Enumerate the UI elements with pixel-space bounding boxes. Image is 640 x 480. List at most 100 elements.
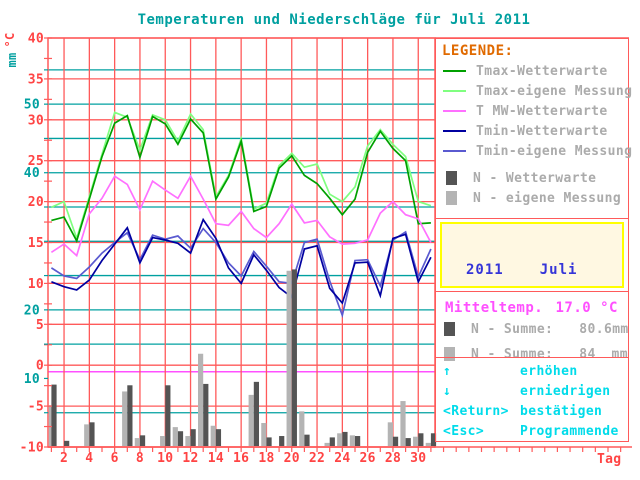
precip-bar-ww — [405, 438, 411, 446]
precip-bar-own — [122, 391, 128, 446]
help-row[interactable]: <Return> bestätigen — [443, 404, 628, 424]
mean-temperature-label: Mitteltemp. — [445, 300, 544, 316]
mm-axis-label: 50 — [24, 98, 40, 113]
precip-bar-ww — [203, 383, 209, 446]
precip-bar-own — [134, 438, 140, 446]
day-axis-label: 10 — [157, 451, 173, 466]
day-axis-label: 2 — [60, 451, 68, 466]
help-action-label: Programmende — [520, 424, 619, 439]
year-value[interactable]: 2011 — [466, 262, 504, 278]
help-row[interactable]: ↑ erhöhen — [443, 364, 628, 384]
precip-bar-own — [198, 353, 204, 446]
day-axis-label: 16 — [233, 451, 249, 466]
help-rows: ↑ erhöhen ↓ erniedrigen <Return> bestätigen <E… — [436, 364, 628, 444]
precip-bar-own — [337, 433, 343, 446]
precip-bar-own — [185, 436, 191, 446]
day-axis-label: 4 — [85, 451, 93, 466]
precip-bar-ww — [304, 434, 310, 446]
legend-item: T MW-Wetterwarte — [443, 101, 628, 121]
x-axis-title: Tag — [597, 452, 621, 467]
legend-line-swatch — [443, 150, 466, 152]
precip-bar-ww — [51, 384, 57, 446]
precip-bar-ww — [329, 437, 335, 446]
day-axis-label: 14 — [208, 451, 224, 466]
precip-bar-own — [349, 435, 355, 446]
mm-unit-label: mm — [5, 52, 19, 67]
precip-bar-ww — [253, 381, 259, 446]
day-axis-label: 28 — [385, 451, 401, 466]
precip-sum-value: 80.6 — [579, 321, 613, 337]
precip-sum-unit: mm — [612, 321, 629, 337]
legend-line-swatch — [443, 110, 466, 112]
precip-sum-row: N - Summe: 80.6 mm — [441, 317, 628, 341]
month-value[interactable]: Juli — [539, 262, 578, 278]
precip-bar-own — [387, 422, 393, 446]
line-series-0 — [51, 114, 431, 244]
precip-sum-swatch — [444, 322, 455, 336]
precip-bar-own — [84, 424, 90, 446]
precip-sum-swatch — [444, 347, 455, 361]
day-axis-label: 20 — [284, 451, 300, 466]
legend-item: N - Wetterwarte — [443, 168, 628, 188]
mean-temperature-row: Mitteltemp. 17.0 °C — [436, 292, 628, 316]
day-axis-label: 8 — [136, 451, 144, 466]
precip-bar-own — [425, 442, 431, 446]
help-key[interactable]: ↑ — [443, 364, 452, 379]
precip-bar-ww — [190, 429, 196, 446]
precip-bar-own — [413, 436, 419, 446]
precip-bar-ww — [127, 385, 133, 446]
help-action-label: bestätigen — [520, 404, 603, 419]
legend-heading: LEGENDE: — [442, 43, 514, 59]
legend-item: Tmin-Wetterwarte — [443, 121, 628, 141]
day-axis-label: 30 — [410, 451, 426, 466]
line-series-1 — [51, 111, 432, 242]
day-axis-label: 18 — [258, 451, 274, 466]
temp-axis-label: 5 — [36, 318, 44, 333]
legend-item: Tmin-eigene Messung — [443, 141, 632, 161]
year-month-selector[interactable]: 2011 Juli — [440, 222, 624, 288]
help-key[interactable]: <Return> — [443, 404, 509, 419]
legend-item-label: N - Wetterwarte — [473, 170, 597, 186]
precip-bar-own — [210, 425, 216, 446]
precip-bar-own — [48, 405, 54, 446]
precip-sum-label: N - Summe: — [471, 321, 554, 337]
mm-axis-label: 20 — [24, 303, 40, 318]
precip-bar-own — [248, 394, 254, 446]
temp-axis-label: 40 — [28, 32, 44, 47]
line-series-4 — [50, 227, 432, 319]
line-series-2 — [50, 174, 432, 258]
precip-bar-ww — [165, 385, 171, 446]
help-key[interactable]: ↓ — [443, 384, 452, 399]
legend-item: N - eigene Messung — [443, 188, 628, 208]
legend-bar-swatch — [446, 171, 457, 185]
precip-bar-ww — [355, 436, 361, 446]
precip-bar-own — [286, 270, 292, 446]
temp-axis-label: 20 — [28, 195, 44, 210]
help-key[interactable]: <Esc> — [443, 424, 485, 439]
legend-item-label: T MW-Wetterwarte — [476, 103, 608, 119]
legend-line-swatch — [443, 90, 466, 92]
precip-bar-ww — [279, 436, 285, 446]
precip-bar-own — [324, 442, 330, 446]
day-axis-label: 22 — [309, 451, 325, 466]
precip-bar-ww — [89, 422, 95, 446]
line-series-3 — [51, 217, 432, 305]
precip-bar-own — [299, 411, 305, 446]
temp-axis-label: 35 — [28, 72, 44, 87]
legend-panel: LEGENDE: Tmax-Wetterwarte Tmax-eigene Mes… — [435, 38, 632, 219]
precip-bar-ww — [177, 431, 184, 446]
help-row[interactable]: <Esc> Programmende — [443, 424, 628, 444]
legend-item-label: Tmin-Wetterwarte — [476, 123, 608, 139]
mean-temperature-value: 17.0 °C — [555, 300, 618, 316]
mm-axis-label: 40 — [24, 166, 40, 181]
precip-bar-own — [400, 401, 406, 446]
precip-bar-ww — [215, 429, 222, 446]
legend-line-swatch — [443, 70, 466, 72]
legend-item-label: Tmin-eigene Messung — [476, 143, 633, 159]
precip-bar-ww — [139, 435, 146, 446]
help-row[interactable]: ↓ erniedrigen — [443, 384, 628, 404]
legend-item: Tmax-Wetterwarte — [443, 61, 628, 81]
precip-bar-ww — [266, 437, 272, 446]
precip-bar-ww — [64, 440, 70, 446]
